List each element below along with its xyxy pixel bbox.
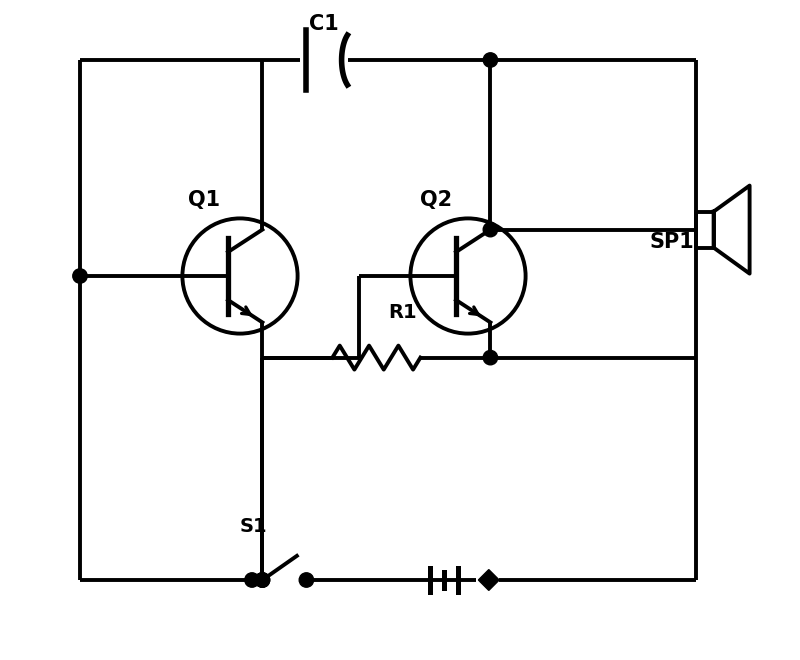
Text: S1: S1 xyxy=(240,517,268,536)
Circle shape xyxy=(299,573,314,587)
Text: R1: R1 xyxy=(388,304,417,322)
Circle shape xyxy=(245,573,259,587)
Circle shape xyxy=(483,350,498,365)
Circle shape xyxy=(483,53,498,67)
Circle shape xyxy=(483,222,498,237)
Circle shape xyxy=(73,269,87,283)
Text: SP1: SP1 xyxy=(650,232,694,252)
Text: C1: C1 xyxy=(309,15,339,34)
Polygon shape xyxy=(478,570,499,591)
Circle shape xyxy=(255,573,270,587)
Circle shape xyxy=(255,573,270,587)
Text: Q1: Q1 xyxy=(188,190,220,211)
Circle shape xyxy=(255,573,270,587)
Text: Q2: Q2 xyxy=(420,190,452,211)
